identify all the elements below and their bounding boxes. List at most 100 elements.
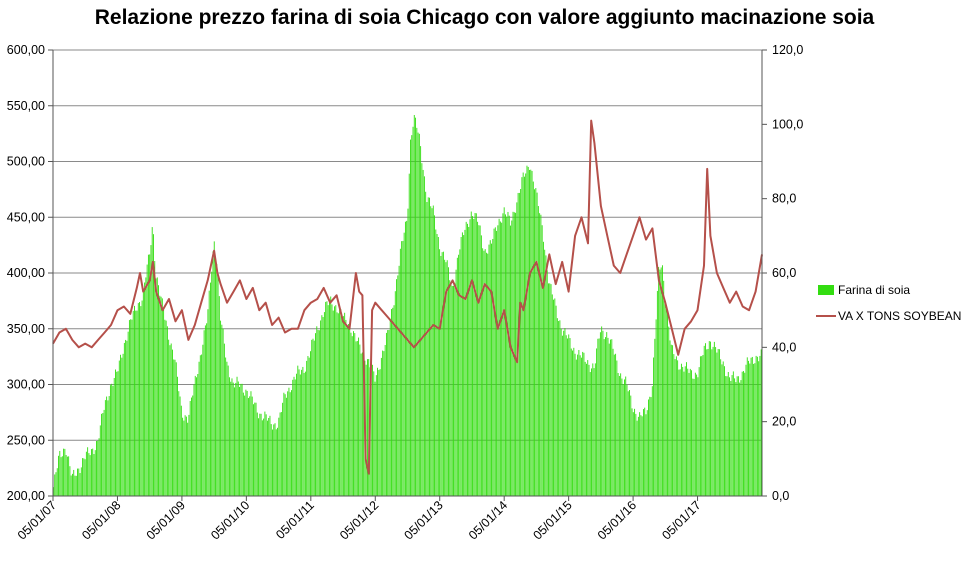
bar (90, 449, 92, 496)
bar (158, 285, 159, 496)
bar (568, 334, 570, 496)
bar (375, 375, 377, 496)
bar (65, 454, 67, 496)
bar (426, 202, 428, 496)
bar (451, 286, 453, 496)
bar (520, 189, 522, 496)
bar (80, 467, 82, 496)
bar (540, 214, 542, 496)
bar (340, 309, 342, 496)
y-left-tick-label: 450,00 (7, 210, 45, 224)
bar (464, 229, 466, 496)
bar (302, 366, 304, 496)
bar (236, 376, 238, 496)
bar (641, 416, 643, 496)
bar (408, 173, 410, 497)
bar (118, 360, 120, 496)
bar (379, 369, 381, 496)
bar (741, 371, 743, 496)
bar (278, 417, 280, 496)
y-right-tick-label: 100,0 (772, 117, 803, 131)
bar (66, 456, 68, 496)
bar (654, 338, 656, 496)
bar (459, 249, 461, 496)
bar (584, 361, 586, 496)
bar (93, 454, 95, 496)
bar (388, 329, 390, 496)
bar (213, 241, 215, 496)
bar (729, 377, 730, 496)
bar (234, 387, 235, 496)
bar (439, 249, 441, 496)
bar (92, 448, 94, 496)
bar (715, 347, 717, 496)
bar (372, 364, 373, 496)
bar (668, 326, 670, 496)
bar (258, 418, 260, 496)
bar (445, 262, 447, 496)
bar (293, 376, 295, 496)
bar (284, 394, 286, 496)
bar (178, 391, 180, 496)
bar (288, 387, 290, 496)
bar (83, 458, 85, 496)
bar (731, 375, 733, 496)
bar (61, 456, 63, 496)
bar (240, 383, 242, 496)
bar (429, 197, 430, 496)
bar (531, 170, 533, 496)
bar (222, 328, 224, 496)
bar (274, 423, 276, 496)
bar (507, 211, 509, 496)
bar (592, 363, 594, 496)
legend-swatch-bars (818, 285, 834, 295)
bar (456, 257, 458, 496)
bar (197, 374, 199, 496)
bar (672, 345, 674, 496)
bar (71, 473, 73, 496)
bar (541, 225, 543, 497)
bar (55, 472, 57, 496)
bar (154, 261, 156, 496)
y-left-tick-label: 250,00 (7, 433, 45, 447)
bar (686, 362, 687, 496)
bar (220, 320, 222, 496)
bar (539, 213, 541, 496)
bar (586, 363, 587, 496)
y-right-tick-label: 40,0 (772, 340, 796, 354)
bar (398, 265, 400, 496)
legend-label-bars: Farina di soia (838, 283, 910, 297)
y-right-tick-label: 0,0 (772, 489, 789, 503)
bar (198, 361, 200, 496)
bar (112, 385, 114, 496)
bar (446, 260, 448, 496)
bar (602, 330, 604, 496)
bar (322, 317, 324, 496)
bar (745, 364, 747, 496)
bar (151, 227, 153, 496)
bar (555, 305, 557, 496)
bar (131, 319, 133, 496)
bar (617, 373, 619, 496)
bar (574, 353, 576, 496)
bar (665, 309, 667, 496)
bar (670, 344, 672, 496)
bar (422, 169, 424, 496)
bar (385, 332, 387, 496)
bar (467, 223, 468, 496)
bar (191, 397, 192, 496)
bar (193, 384, 195, 496)
y-left-tick-label: 350,00 (7, 322, 45, 336)
bar (70, 475, 72, 496)
bar (749, 363, 751, 496)
bar (63, 448, 65, 496)
bar (582, 351, 584, 496)
bar (172, 349, 173, 496)
bar (265, 414, 267, 496)
bar (317, 329, 319, 496)
bar (534, 189, 536, 496)
bar (629, 390, 630, 496)
bar (170, 343, 172, 496)
bar (410, 139, 411, 496)
bar (537, 206, 539, 497)
